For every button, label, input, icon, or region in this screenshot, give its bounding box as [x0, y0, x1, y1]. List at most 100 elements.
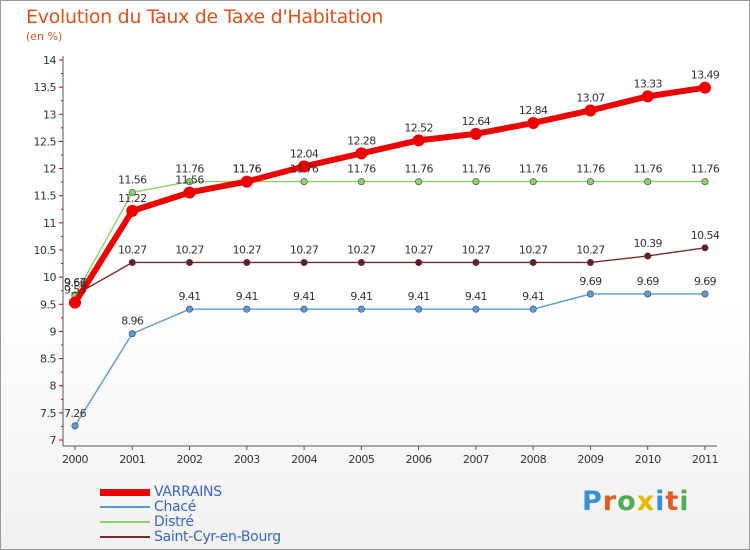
- data-point: [412, 134, 425, 147]
- legend-label: VARRAINS: [154, 484, 222, 500]
- data-label: 12.52: [404, 121, 433, 134]
- data-label: 9.67: [64, 276, 87, 289]
- data-label: 12.04: [290, 147, 319, 160]
- data-label: 10.27: [462, 243, 491, 256]
- data-point: [701, 290, 709, 298]
- y-tick-label: 8: [50, 380, 57, 393]
- data-label: 10.27: [175, 243, 204, 256]
- data-label: 9.41: [522, 290, 544, 303]
- data-label: 10.27: [576, 243, 605, 256]
- data-point: [415, 258, 423, 266]
- logo-letter: i: [655, 486, 666, 517]
- data-point: [186, 178, 194, 186]
- data-label: 11.76: [404, 163, 433, 176]
- x-tick-label: 2000: [62, 453, 88, 466]
- y-tick-label: 9: [50, 325, 57, 338]
- x-tick-label: 2008: [520, 453, 546, 466]
- data-label: 9.41: [293, 290, 315, 303]
- data-label: 11.76: [175, 163, 204, 176]
- data-point: [71, 422, 79, 430]
- legend-label: Saint-Cyr-en-Bourg: [154, 529, 281, 545]
- data-point: [183, 186, 196, 199]
- data-point: [529, 305, 537, 313]
- data-point: [357, 305, 365, 313]
- x-tick-label: 2004: [291, 453, 317, 466]
- x-tick-label: 2005: [348, 453, 374, 466]
- data-label: 11.76: [462, 163, 491, 176]
- data-label: 11.76: [691, 163, 720, 176]
- y-tick-label: 13: [43, 108, 56, 121]
- series-line-chac-: [74, 293, 705, 427]
- y-tick-label: 10.5: [34, 244, 57, 257]
- data-point: [469, 127, 482, 140]
- legend-swatch: [100, 506, 150, 508]
- data-label: 13.07: [576, 91, 605, 104]
- data-label: 10.27: [233, 243, 262, 256]
- data-label: 10.27: [347, 243, 376, 256]
- data-label: 11.22: [118, 192, 147, 205]
- data-label: 10.39: [633, 237, 662, 250]
- x-tick-label: 2003: [234, 453, 260, 466]
- data-label: 9.41: [236, 290, 258, 303]
- data-point: [701, 244, 709, 252]
- legend-swatch: [100, 536, 150, 538]
- data-point: [300, 305, 308, 313]
- y-tick-label: 12: [43, 163, 56, 176]
- x-tick-label: 2002: [177, 453, 203, 466]
- data-label: 10.27: [519, 243, 548, 256]
- data-label: 8.96: [121, 315, 144, 328]
- data-label: 11.76: [633, 163, 662, 176]
- data-point: [415, 305, 423, 313]
- data-point: [644, 178, 652, 186]
- y-tick-label: 10: [43, 271, 56, 284]
- legend-swatch: [100, 521, 150, 523]
- data-label: 9.69: [637, 275, 660, 288]
- legend-label: Chacé: [154, 499, 197, 515]
- series-line-saint-cyr-en-bourg: [74, 247, 706, 296]
- data-label: 9.66: [64, 277, 87, 290]
- data-label: 9.41: [350, 290, 372, 303]
- data-point: [357, 258, 365, 266]
- x-tick-label: 2010: [635, 453, 661, 466]
- y-tick-label: 13.5: [34, 81, 57, 94]
- proxiti-logo: Proxiti: [582, 486, 690, 517]
- data-point: [128, 258, 136, 266]
- data-label: 10.27: [290, 243, 319, 256]
- data-point: [243, 305, 251, 313]
- data-point: [584, 104, 597, 117]
- x-tick-label: 2011: [692, 453, 718, 466]
- data-point: [186, 258, 194, 266]
- data-label: 9.41: [178, 290, 200, 303]
- y-tick-label: 9.5: [40, 298, 56, 311]
- y-tick-label: 11.5: [34, 190, 57, 203]
- data-point: [240, 175, 253, 188]
- logo-letter: r: [602, 486, 618, 517]
- x-tick-label: 2001: [119, 453, 145, 466]
- data-label: 11.56: [175, 173, 204, 186]
- data-point: [586, 258, 594, 266]
- data-label: 9.53: [64, 284, 87, 297]
- data-point: [586, 178, 594, 186]
- data-point: [357, 178, 365, 186]
- series-line-distr-: [74, 180, 705, 296]
- data-point: [300, 178, 308, 186]
- data-point: [300, 258, 308, 266]
- data-point: [644, 252, 652, 260]
- data-label: 9.69: [694, 275, 717, 288]
- data-label: 11.76: [347, 163, 376, 176]
- x-tick-label: 2006: [406, 453, 432, 466]
- data-label: 10.54: [691, 229, 720, 242]
- data-point: [298, 160, 311, 173]
- data-point: [472, 305, 480, 313]
- data-point: [641, 90, 654, 103]
- data-point: [69, 296, 81, 309]
- logo-letter: t: [665, 486, 680, 517]
- data-point: [701, 178, 709, 186]
- data-point: [128, 330, 136, 338]
- data-label: 12.84: [519, 104, 548, 117]
- logo-letter: x: [636, 486, 656, 517]
- data-point: [415, 178, 423, 186]
- data-label: 9.69: [579, 275, 602, 288]
- data-point: [126, 204, 139, 217]
